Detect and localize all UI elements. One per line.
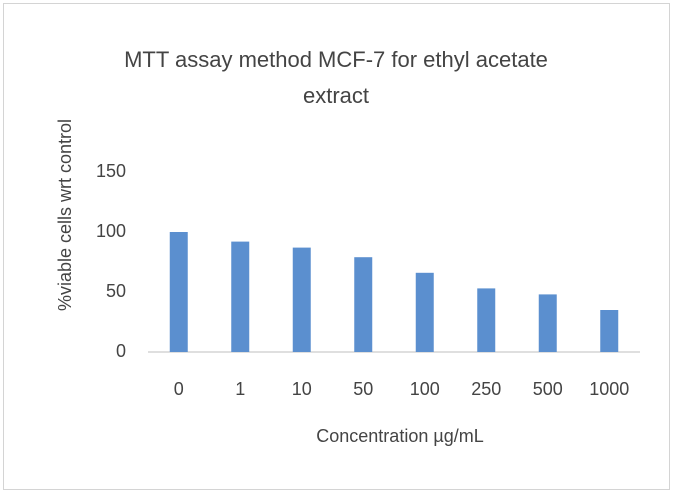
bar [538, 294, 557, 352]
x-tick-label: 0 [174, 379, 184, 399]
bar [415, 272, 434, 352]
bar [477, 288, 496, 352]
x-tick-label: 100 [410, 379, 440, 399]
x-tick-label: 500 [533, 379, 563, 399]
x-tick-label: 1000 [589, 379, 629, 399]
bar [292, 247, 311, 352]
x-axis-label: Concentration µg/mL [316, 426, 483, 446]
y-tick-label: 0 [116, 341, 126, 361]
bar [600, 310, 619, 352]
bar [231, 241, 250, 352]
y-tick-label: 50 [106, 281, 126, 301]
bar [354, 257, 373, 352]
x-tick-label: 50 [353, 379, 373, 399]
y-tick-label: 100 [96, 221, 126, 241]
x-tick-label: 250 [471, 379, 501, 399]
x-tick-label: 10 [292, 379, 312, 399]
y-tick-label: 150 [96, 161, 126, 181]
x-tick-label: 1 [235, 379, 245, 399]
chart-border [3, 3, 670, 490]
y-axis-label: %viable cells wrt control [55, 119, 75, 311]
chart-title: MTT assay method MCF-7 for ethyl acetate… [124, 47, 548, 108]
bar [169, 232, 188, 352]
